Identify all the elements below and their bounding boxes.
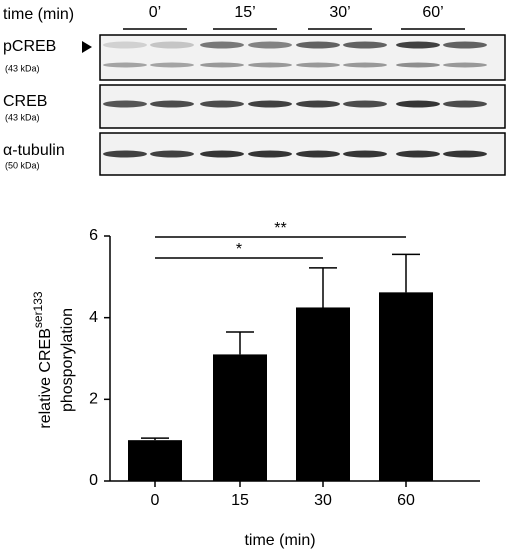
band <box>103 41 147 49</box>
error-bar <box>141 437 169 441</box>
band <box>443 100 487 108</box>
timepoint-label: 60’ <box>422 4 443 21</box>
band <box>396 41 440 49</box>
x-tick-label: 30 <box>314 492 332 509</box>
y-label-text: relative CREB <box>37 328 54 428</box>
band <box>103 62 147 68</box>
row-size: (50 kDa) <box>5 160 40 170</box>
band <box>200 150 244 158</box>
row-label: α-tubulin <box>3 142 65 159</box>
row-label: CREB <box>3 93 47 110</box>
error-bar <box>392 253 420 293</box>
bar <box>128 440 182 481</box>
band <box>200 100 244 108</box>
error-bar <box>226 331 254 355</box>
y-tick-label: 2 <box>89 391 98 408</box>
band <box>343 41 387 49</box>
time-label: time (min) <box>3 6 74 23</box>
y-tick-label: 4 <box>89 309 98 326</box>
band <box>296 41 340 49</box>
band <box>150 150 194 158</box>
row-label: pCREB <box>3 38 56 55</box>
band <box>296 100 340 108</box>
band <box>150 100 194 108</box>
y-tick-label: 6 <box>89 227 98 244</box>
band <box>248 62 292 68</box>
band <box>343 62 387 68</box>
bar <box>213 354 267 481</box>
significance-label: * <box>236 241 242 258</box>
band <box>396 62 440 68</box>
timepoint-label: 30’ <box>329 4 350 21</box>
band <box>200 62 244 68</box>
bar <box>379 292 433 481</box>
band <box>443 41 487 49</box>
band <box>443 150 487 158</box>
bar <box>296 307 350 481</box>
row-size: (43 kDa) <box>5 112 40 122</box>
significance-label: ** <box>274 220 286 237</box>
timepoint-label: 15’ <box>234 4 255 21</box>
timepoint-label: 0’ <box>149 4 161 21</box>
band <box>150 62 194 68</box>
band <box>443 62 487 68</box>
band <box>343 150 387 158</box>
band <box>343 100 387 108</box>
band <box>296 62 340 68</box>
error-bar <box>309 267 337 308</box>
band <box>103 100 147 108</box>
band <box>150 41 194 49</box>
x-tick-label: 15 <box>231 492 249 509</box>
band <box>200 41 244 49</box>
arrow <box>82 41 92 53</box>
x-tick-label: 0 <box>151 492 160 509</box>
band <box>396 150 440 158</box>
x-tick-label: 60 <box>397 492 415 509</box>
band <box>248 100 292 108</box>
band <box>396 100 440 108</box>
band <box>248 41 292 49</box>
band <box>248 150 292 158</box>
blot-panel <box>99 34 506 81</box>
blot: 0’ 15’ 30’ 60’ <box>99 4 506 176</box>
y-label-sup: ser133 <box>31 291 45 328</box>
band <box>296 150 340 158</box>
y-tick-label: 0 <box>89 472 98 489</box>
row-size: (43 kDa) <box>5 63 40 73</box>
y-axis-label: phosporylation <box>59 308 76 412</box>
band <box>103 150 147 158</box>
y-axis-label: relative CREBser133 <box>31 291 54 429</box>
x-axis-label: time (min) <box>244 532 315 549</box>
